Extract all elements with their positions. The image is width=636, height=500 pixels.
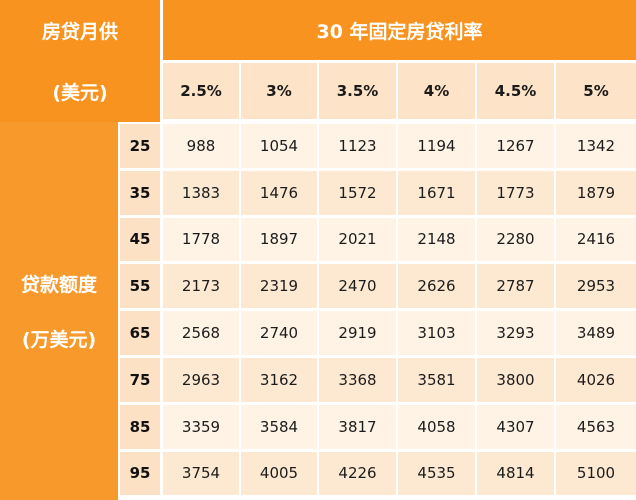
row-amount-label: 25 bbox=[120, 124, 160, 168]
payment-cell: 2568 bbox=[163, 311, 239, 355]
payment-cell: 2173 bbox=[163, 264, 239, 309]
row-amount-label: 75 bbox=[120, 358, 160, 402]
rate-header-cell: 2.5% bbox=[163, 63, 239, 119]
side-label-line2: (万美元) bbox=[21, 329, 97, 351]
payment-cell: 1267 bbox=[477, 124, 554, 168]
payment-cell: 1383 bbox=[163, 170, 239, 215]
payment-cell: 1054 bbox=[241, 124, 317, 168]
rate-header-cell: 4% bbox=[398, 63, 475, 119]
payment-cell: 2787 bbox=[477, 264, 554, 309]
payment-cell: 4058 bbox=[398, 404, 475, 449]
payment-cell: 3293 bbox=[477, 311, 554, 355]
corner-header-unit: (美元) bbox=[0, 60, 160, 122]
payment-cell: 4535 bbox=[398, 451, 475, 496]
side-label: 贷款额度 (万美元) bbox=[0, 122, 118, 500]
payment-cell: 2953 bbox=[556, 264, 636, 309]
payment-cell: 3581 bbox=[398, 358, 475, 402]
payment-cell: 3817 bbox=[319, 404, 396, 449]
payment-cell: 2919 bbox=[319, 311, 396, 355]
payment-cell: 4307 bbox=[477, 404, 554, 449]
payment-cell: 1342 bbox=[556, 124, 636, 168]
rate-title-text: 30 年固定房贷利率 bbox=[316, 20, 483, 43]
payment-cell: 1123 bbox=[319, 124, 396, 168]
payment-cell: 3800 bbox=[477, 358, 554, 402]
payment-cell: 1671 bbox=[398, 170, 475, 215]
side-label-line1: 贷款额度 bbox=[20, 274, 97, 296]
payment-cell: 4814 bbox=[477, 451, 554, 496]
payment-cell: 988 bbox=[163, 124, 239, 168]
payment-cell: 1476 bbox=[241, 170, 317, 215]
payment-cell: 3103 bbox=[398, 311, 475, 355]
payment-cell: 2963 bbox=[163, 358, 239, 402]
payment-cell: 2740 bbox=[241, 311, 317, 355]
payment-cell: 3368 bbox=[319, 358, 396, 402]
rate-header-cell: 3.5% bbox=[319, 63, 396, 119]
rate-header-cell: 5% bbox=[556, 63, 636, 119]
payment-cell: 3489 bbox=[556, 311, 636, 355]
payment-cell: 1778 bbox=[163, 217, 239, 262]
payment-cell: 1572 bbox=[319, 170, 396, 215]
payment-cell: 1879 bbox=[556, 170, 636, 215]
corner-title-text: 房贷月供 bbox=[41, 20, 118, 43]
payment-cell: 2021 bbox=[319, 217, 396, 262]
payment-cell: 4563 bbox=[556, 404, 636, 449]
rate-header-cell: 3% bbox=[241, 63, 317, 119]
corner-unit-text: (美元) bbox=[52, 81, 108, 104]
payment-cell: 3584 bbox=[241, 404, 317, 449]
payment-cell: 1897 bbox=[241, 217, 317, 262]
payment-cell: 2280 bbox=[477, 217, 554, 262]
row-amount-label: 95 bbox=[120, 451, 160, 496]
row-amount-label: 35 bbox=[120, 170, 160, 215]
payment-cell: 2319 bbox=[241, 264, 317, 309]
payment-cell: 3754 bbox=[163, 451, 239, 496]
row-amount-label: 65 bbox=[120, 311, 160, 355]
payment-cell: 2470 bbox=[319, 264, 396, 309]
payment-cell: 4226 bbox=[319, 451, 396, 496]
payment-cell: 2416 bbox=[556, 217, 636, 262]
corner-header-title: 房贷月供 bbox=[0, 0, 160, 60]
row-amount-label: 45 bbox=[120, 217, 160, 262]
payment-cell: 4005 bbox=[241, 451, 317, 496]
payment-cell: 1773 bbox=[477, 170, 554, 215]
payment-cell: 4026 bbox=[556, 358, 636, 402]
row-amount-label: 55 bbox=[120, 264, 160, 309]
payment-cell: 5100 bbox=[556, 451, 636, 496]
payment-cell: 3162 bbox=[241, 358, 317, 402]
row-amount-label: 85 bbox=[120, 404, 160, 449]
rate-header-title: 30 年固定房贷利率 bbox=[163, 0, 636, 60]
payment-cell: 2626 bbox=[398, 264, 475, 309]
payment-cell: 1194 bbox=[398, 124, 475, 168]
payment-cell: 2148 bbox=[398, 217, 475, 262]
rate-header-cell: 4.5% bbox=[477, 63, 554, 119]
payment-cell: 3359 bbox=[163, 404, 239, 449]
